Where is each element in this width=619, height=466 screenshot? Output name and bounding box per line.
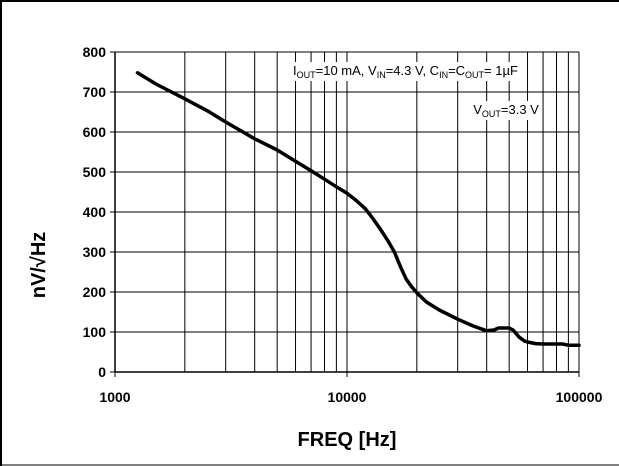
y-tick-label: 0	[98, 364, 106, 380]
x-tick-label: 1000	[99, 389, 130, 405]
y-tick-label: 800	[83, 44, 107, 60]
y-tick-label: 700	[83, 84, 107, 100]
annotation-background	[291, 62, 520, 81]
tick-labels: 0 100 200 300 400 500 600 700 800 1000 10000 100000	[83, 44, 603, 405]
x-axis-title: FREQ [Hz]	[298, 429, 397, 451]
x-tick-label: 100000	[556, 389, 603, 405]
y-tick-label: 300	[83, 244, 107, 260]
x-tick-label: 10000	[328, 389, 367, 405]
annotation-background	[471, 101, 542, 120]
y-axis-title: nV/√Hz	[28, 232, 50, 299]
y-tick-label: 600	[83, 124, 107, 140]
noise-density-line	[135, 71, 581, 347]
y-tick-label: 100	[83, 324, 107, 340]
y-tick-label: 400	[83, 204, 107, 220]
series-layer	[135, 71, 581, 347]
conditions-annotation: IOUT=10 mA, VIN=4.3 V, CIN=COUT= 1µF	[293, 63, 518, 80]
vout-annotation: VOUT=3.3 V	[473, 102, 539, 119]
y-tick-label: 500	[83, 164, 107, 180]
plot-axes	[110, 51, 580, 377]
y-tick-label: 200	[83, 284, 107, 300]
annotations: IOUT=10 mA, VIN=4.3 V, CIN=COUT= 1µF VOUT…	[291, 62, 542, 120]
